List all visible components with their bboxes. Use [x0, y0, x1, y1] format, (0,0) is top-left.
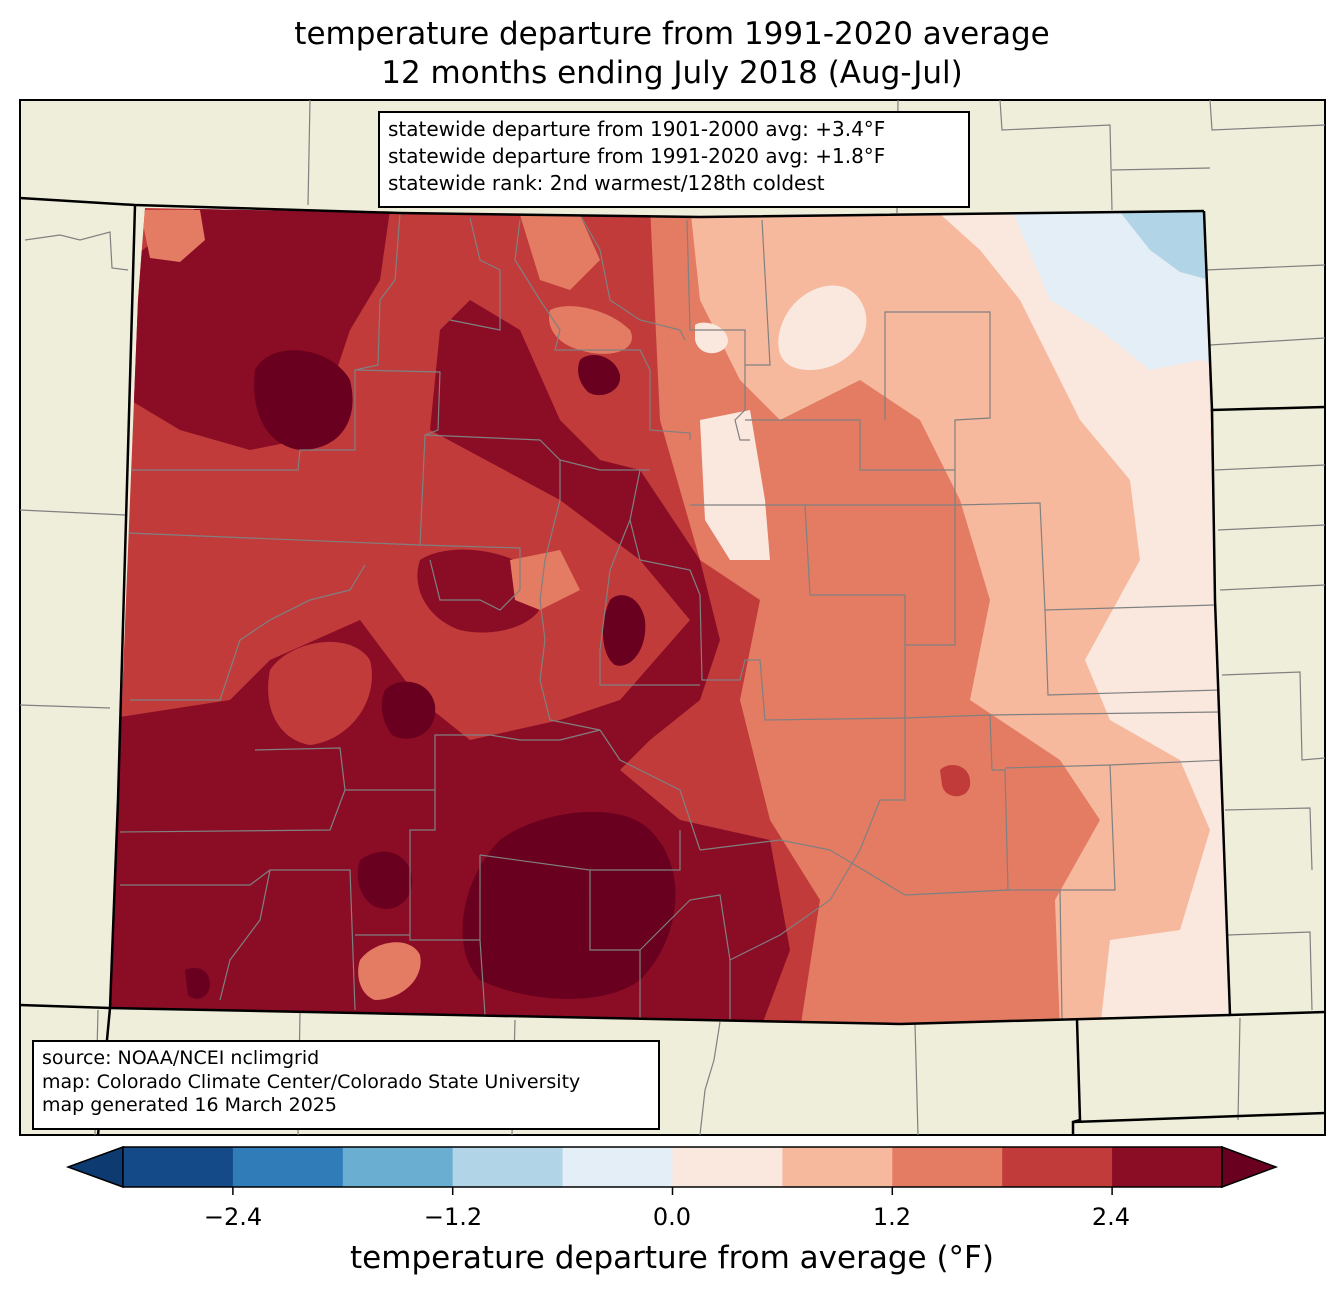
colorbar-bin	[562, 1147, 673, 1187]
colorbar-extend-high	[1221, 1145, 1279, 1189]
colorado-county-lines	[119, 212, 1226, 1021]
credits-line-1: source: NOAA/NCEI nclimgrid	[42, 1047, 320, 1069]
statewide-stats-box: statewide departure from 1901-2000 avg: …	[378, 111, 970, 208]
colorbar-extend-low	[65, 1145, 124, 1189]
credits-box: source: NOAA/NCEI nclimgrid map: Colorad…	[32, 1040, 660, 1130]
colorbar-bin	[892, 1147, 1003, 1187]
colorbar-tick-label: 2.4	[1091, 1203, 1131, 1231]
colorbar-tick-label: −1.2	[423, 1203, 483, 1231]
colorbar-bin	[1002, 1147, 1113, 1187]
map-title-line1: temperature departure from 1991-2020 ave…	[294, 16, 1050, 52]
colorbar	[65, 1145, 1279, 1195]
credits-line-2: map: Colorado Climate Center/Colorado St…	[42, 1070, 581, 1093]
departure-field	[110, 208, 1230, 1024]
colorbar-bin	[1112, 1147, 1223, 1187]
stats-line-3: statewide rank: 2nd warmest/128th coldes…	[388, 171, 825, 195]
map-title-line2: 12 months ending July 2018 (Aug-Jul)	[381, 55, 963, 91]
colorbar-label: temperature departure from average (°F)	[350, 1240, 994, 1276]
colorbar-bin	[123, 1147, 234, 1187]
colorbar-bin	[232, 1147, 344, 1187]
colorbar-bin	[342, 1147, 454, 1187]
colorbar-bin	[672, 1147, 783, 1187]
state-borders	[19, 196, 1326, 1136]
credits-line-3: map generated 16 March 2025	[42, 1094, 337, 1116]
colorbar-tick-label: 1.2	[872, 1203, 912, 1231]
colorbar-tick-label: −2.4	[203, 1203, 263, 1231]
colorbar-bin	[452, 1147, 564, 1187]
colorbar-bin	[782, 1147, 893, 1187]
stats-line-1: statewide departure from 1901-2000 avg: …	[388, 117, 886, 141]
colorbar-tick-label: 0.0	[652, 1203, 692, 1231]
stats-line-2: statewide departure from 1991-2020 avg: …	[388, 144, 886, 168]
